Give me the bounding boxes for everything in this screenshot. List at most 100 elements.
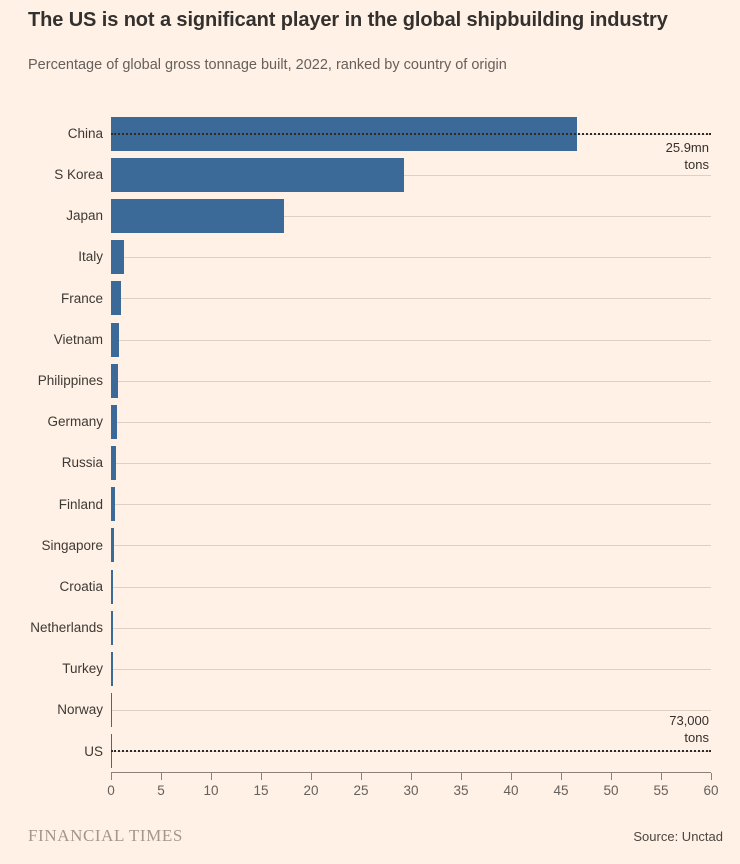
row-gridline xyxy=(111,545,711,547)
row-gridline xyxy=(111,627,711,629)
bar-row-russia: Russia xyxy=(28,443,712,484)
bar-row-france: France xyxy=(28,278,712,319)
row-plot-area xyxy=(111,690,711,731)
x-axis-tick xyxy=(111,773,112,780)
row-plot-area: 73,000 tons xyxy=(111,713,711,772)
category-label: Russia xyxy=(61,455,103,471)
x-axis: 0 5 10 15 20 25 30 35 40 45 50 55 60 xyxy=(107,772,719,802)
dotted-reference-line xyxy=(111,132,711,135)
x-axis-tick xyxy=(461,773,462,780)
x-axis-tick-label: 5 xyxy=(157,783,165,798)
bar xyxy=(111,198,284,233)
bar-row-turkey: Turkey xyxy=(28,648,712,689)
row-plot-area xyxy=(111,319,711,360)
category-label: Japan xyxy=(66,208,103,224)
bar xyxy=(111,569,113,604)
row-gridline xyxy=(111,298,711,300)
bar xyxy=(111,446,116,481)
bar-row-japan: Japan xyxy=(28,195,712,236)
row-plot-area xyxy=(111,401,711,442)
row-gridline xyxy=(111,710,711,712)
row-gridline xyxy=(111,380,711,382)
row-plot-area xyxy=(111,607,711,648)
x-axis-tick xyxy=(711,773,712,780)
row-gridline xyxy=(111,504,711,506)
bar-rows: China 25.9mn tons S Korea Japan Italy France V… xyxy=(28,113,712,772)
source-credit: Source: Unctad xyxy=(633,829,723,844)
bar-row-netherlands: Netherlands xyxy=(28,607,712,648)
x-axis-tick-label: 10 xyxy=(203,783,219,798)
category-label: Philippines xyxy=(37,372,103,388)
bar xyxy=(111,281,121,316)
bar-row-norway: Norway xyxy=(28,690,712,731)
bar-row-croatia: Croatia xyxy=(28,566,712,607)
category-label: Singapore xyxy=(41,537,103,553)
bar-row-vietnam: Vietnam xyxy=(28,319,712,360)
row-plot-area xyxy=(111,443,711,484)
x-axis-tick-label: 50 xyxy=(603,783,619,798)
row-plot-area xyxy=(111,525,711,566)
x-axis-tick xyxy=(311,773,312,780)
x-axis-tick-label: 45 xyxy=(553,783,569,798)
x-axis-tick xyxy=(261,773,262,780)
dotted-reference-line xyxy=(111,750,711,753)
bar-row-us: US 73,000 tons xyxy=(28,713,712,772)
bar xyxy=(111,240,124,275)
chart-subtitle: Percentage of global gross tonnage built… xyxy=(28,57,507,73)
x-axis-line xyxy=(111,772,711,773)
bar-row-s-korea: S Korea xyxy=(28,154,712,195)
row-gridline xyxy=(111,215,711,217)
x-axis-tick xyxy=(161,773,162,780)
row-gridline xyxy=(111,339,711,341)
x-axis-tick xyxy=(211,773,212,780)
bar xyxy=(111,693,113,728)
row-gridline xyxy=(111,421,711,423)
x-axis-tick-label: 35 xyxy=(453,783,469,798)
category-label: S Korea xyxy=(54,167,103,183)
category-label: Netherlands xyxy=(30,620,103,636)
row-plot-area xyxy=(111,154,711,195)
category-label: Germany xyxy=(47,414,103,430)
x-axis-tick-label: 20 xyxy=(303,783,319,798)
x-axis-tick-label: 0 xyxy=(107,783,115,798)
row-plot-area xyxy=(111,566,711,607)
category-label: China xyxy=(67,125,103,141)
bar xyxy=(111,610,113,645)
row-gridline xyxy=(111,463,711,465)
row-plot-area xyxy=(111,278,711,319)
x-axis-tick xyxy=(511,773,512,780)
x-axis-tick-label: 55 xyxy=(653,783,669,798)
financial-times-logo: FINANCIAL TIMES xyxy=(28,826,183,845)
category-label: Turkey xyxy=(62,661,103,677)
x-axis-tick-label: 40 xyxy=(503,783,519,798)
x-axis-tick-label: 30 xyxy=(403,783,419,798)
bar xyxy=(111,363,118,398)
row-plot-area xyxy=(111,360,711,401)
bar xyxy=(111,528,114,563)
x-axis-tick xyxy=(361,773,362,780)
row-gridline xyxy=(111,669,711,671)
bar-chart: China 25.9mn tons S Korea Japan Italy France V… xyxy=(28,113,712,772)
bar xyxy=(111,404,117,439)
bar-row-finland: Finland xyxy=(28,484,712,525)
bar-row-singapore: Singapore xyxy=(28,525,712,566)
category-label: France xyxy=(60,290,103,306)
bar-row-italy: Italy xyxy=(28,237,712,278)
category-label: Italy xyxy=(78,249,103,265)
value-annotation-us: 73,000 tons xyxy=(669,713,709,746)
x-axis-tick-label: 25 xyxy=(353,783,369,798)
page-title: The US is not a significant player in th… xyxy=(28,9,668,31)
bar xyxy=(111,487,115,522)
category-label: Croatia xyxy=(59,578,103,594)
bar xyxy=(111,322,119,357)
x-axis-tick xyxy=(411,773,412,780)
row-plot-area: 25.9mn tons xyxy=(111,113,711,172)
x-axis-tick xyxy=(611,773,612,780)
value-annotation-china: 25.9mn tons xyxy=(665,139,709,172)
row-gridline xyxy=(111,257,711,259)
bar-row-philippines: Philippines xyxy=(28,360,712,401)
x-axis-tick xyxy=(561,773,562,780)
row-plot-area xyxy=(111,237,711,278)
row-gridline xyxy=(111,586,711,588)
category-label: US xyxy=(84,743,103,759)
